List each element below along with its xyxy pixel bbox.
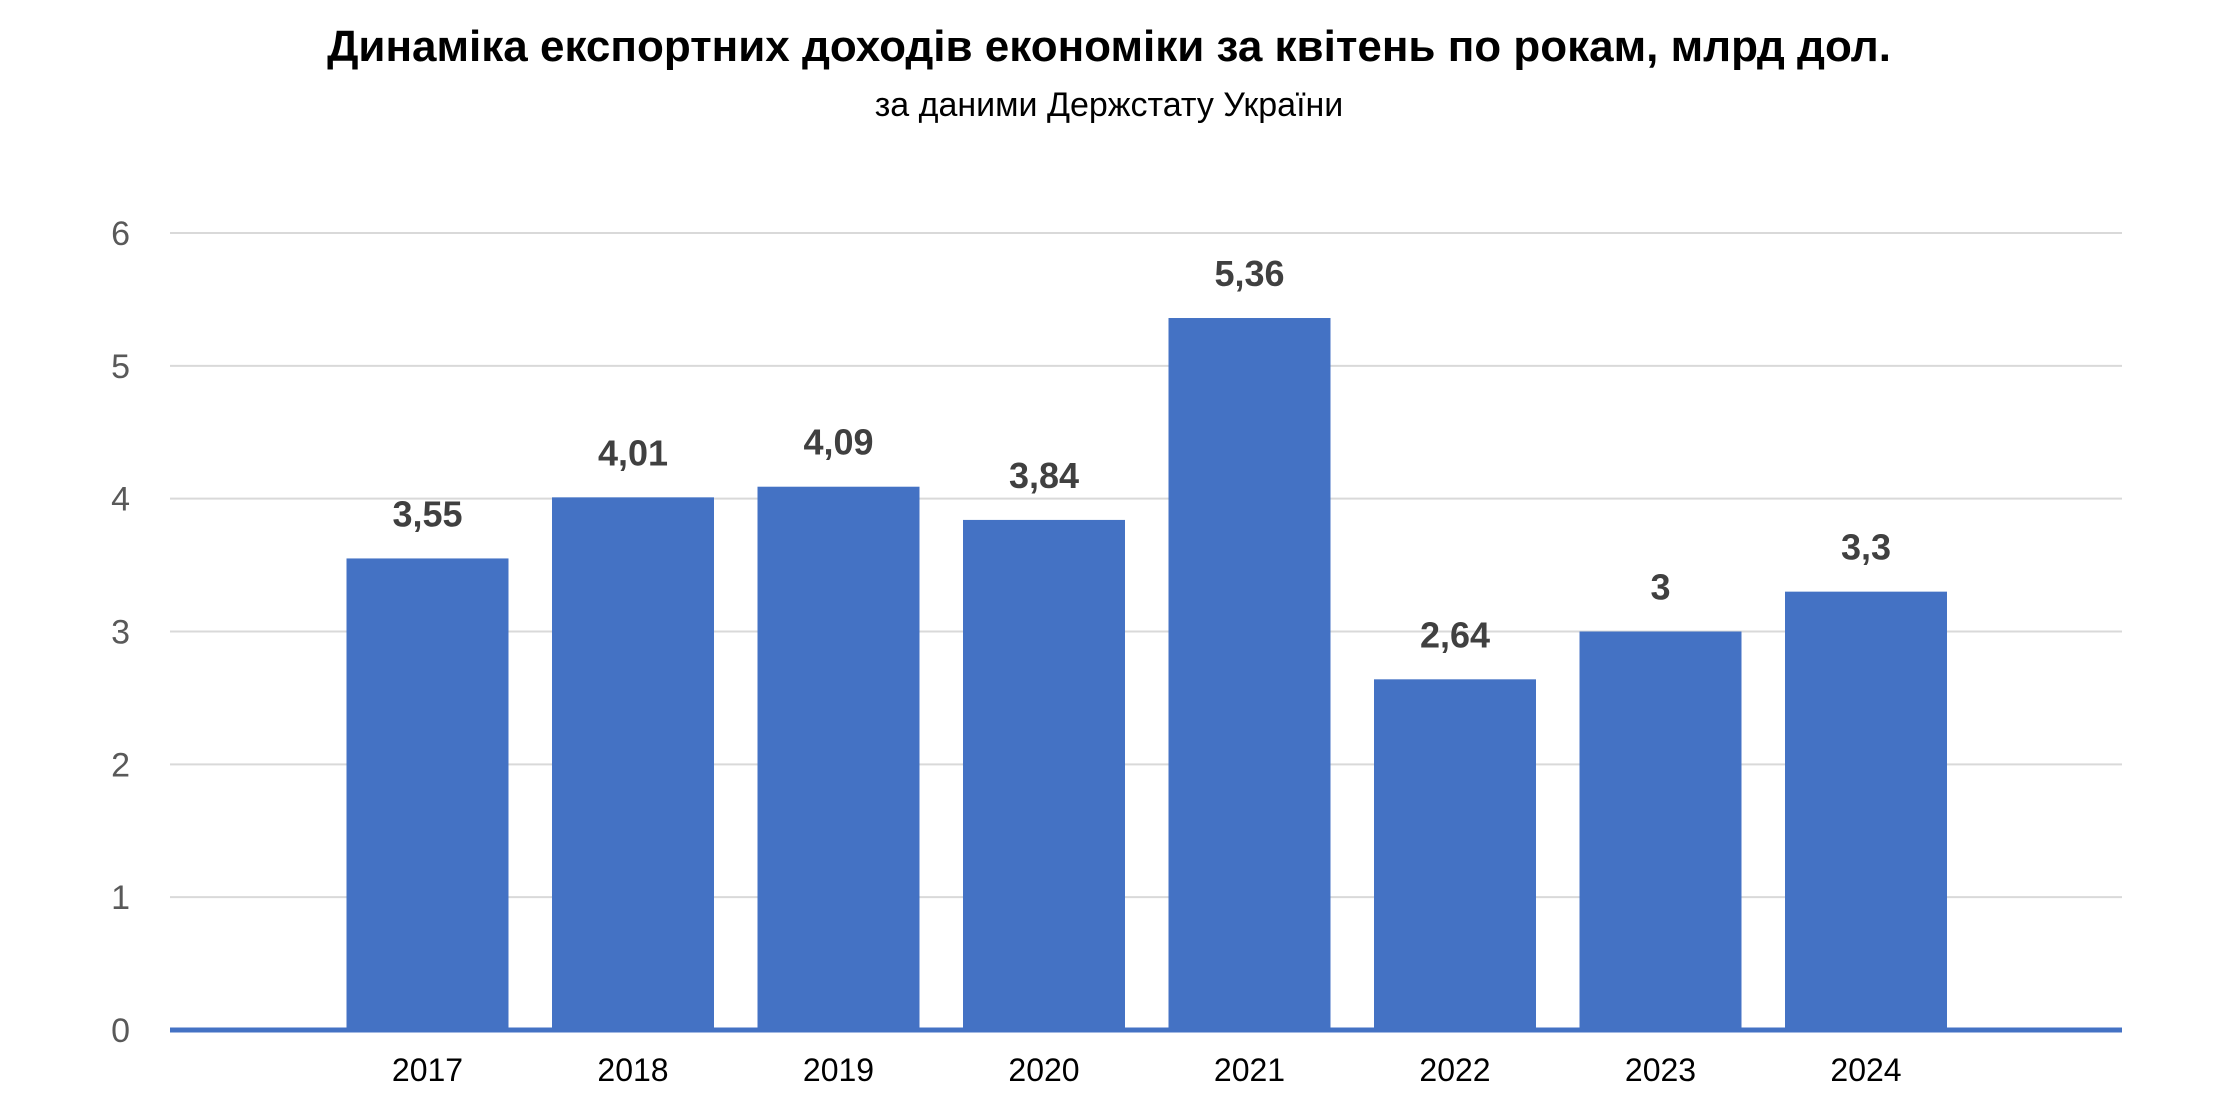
x-tick-label-2020: 2020 [1008, 1052, 1079, 1088]
data-label-2024: 3,3 [1841, 527, 1891, 568]
y-tick-label-5: 5 [111, 348, 130, 386]
data-label-2023: 3 [1650, 567, 1670, 608]
category-labels: 2017 2018 2019 2020 2021 2022 2023 2024 [392, 1052, 1902, 1088]
data-label-2017: 3,55 [392, 493, 462, 534]
bar-2019 [757, 486, 920, 1030]
data-label-2021: 5,36 [1214, 253, 1284, 294]
bar-2023 [1579, 631, 1742, 1030]
y-tick-label-6: 6 [111, 215, 130, 253]
bar-2024 [1785, 591, 1947, 1030]
data-labels: 3,55 4,01 4,09 3,84 5,36 2,64 3 3,3 [392, 253, 1891, 655]
data-label-2022: 2,64 [1420, 614, 1490, 655]
x-tick-label-2018: 2018 [597, 1052, 668, 1088]
y-axis-ticks: 0 1 2 3 4 5 6 [111, 215, 130, 1050]
bar-2018 [552, 497, 714, 1030]
y-tick-label-4: 4 [111, 481, 130, 519]
x-tick-label-2022: 2022 [1419, 1052, 1490, 1088]
y-tick-label-2: 2 [111, 746, 130, 784]
y-tick-label-0: 0 [111, 1012, 130, 1050]
x-tick-label-2019: 2019 [803, 1052, 874, 1088]
y-tick-label-1: 1 [111, 879, 130, 917]
x-tick-label-2017: 2017 [392, 1052, 463, 1088]
bars [346, 318, 1947, 1031]
data-label-2018: 4,01 [598, 432, 668, 473]
bar-2021 [1168, 318, 1331, 1031]
chart-title: Динаміка експортних доходів економіки за… [327, 22, 1891, 71]
bar-2020 [963, 519, 1125, 1030]
x-tick-label-2021: 2021 [1214, 1052, 1285, 1088]
bar-2022 [1374, 679, 1536, 1030]
y-tick-label-3: 3 [111, 614, 130, 652]
bar-2017 [346, 558, 509, 1030]
data-label-2020: 3,84 [1009, 455, 1079, 496]
data-label-2019: 4,09 [803, 422, 873, 463]
x-tick-label-2024: 2024 [1830, 1052, 1901, 1088]
chart-subtitle: за даними Держстату України [874, 86, 1344, 124]
x-tick-label-2023: 2023 [1625, 1052, 1696, 1088]
